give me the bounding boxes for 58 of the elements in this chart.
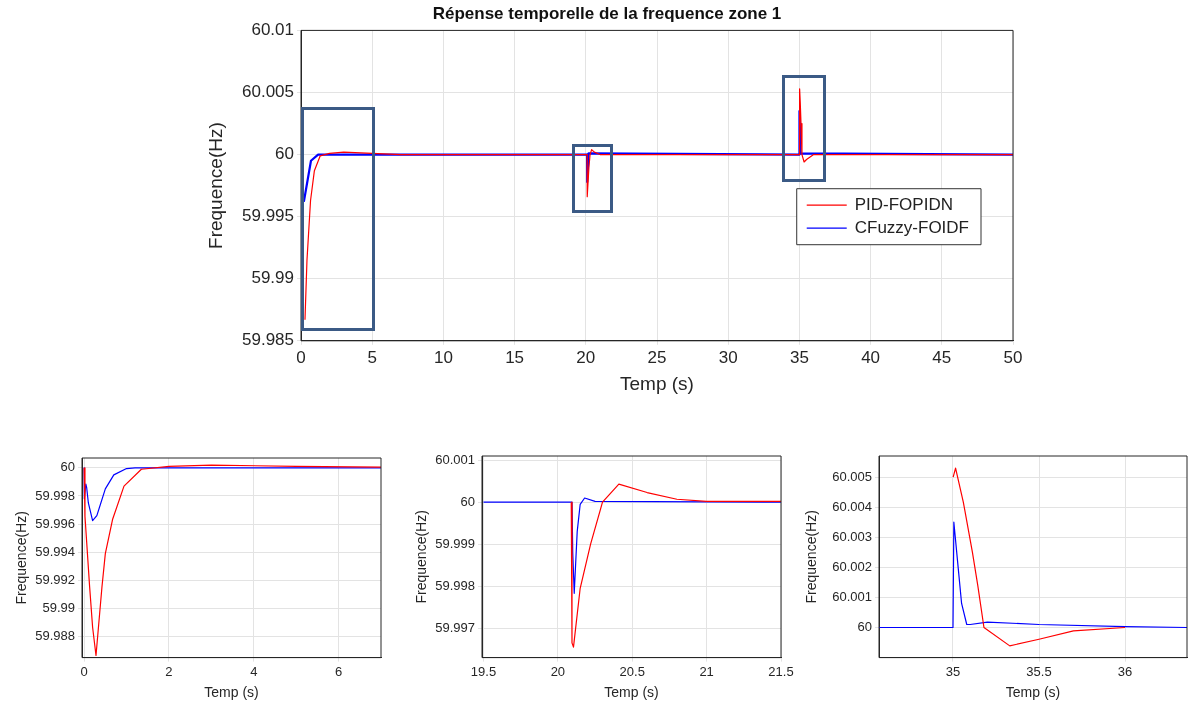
x-tick-label: 0 <box>296 347 306 367</box>
y-tick-label: 59.99 <box>251 268 294 288</box>
legend-label: CFuzzy-FOIDF <box>854 217 970 237</box>
y-tick-label: 60 <box>460 493 475 509</box>
y-tick-label: 60.001 <box>435 451 475 467</box>
y-tick-label: 59.998 <box>435 577 475 593</box>
x-tick-label: 4 <box>250 663 258 679</box>
y-tick-label: 60 <box>60 459 75 475</box>
y-tick-label: 60 <box>275 144 294 164</box>
x-tick-label: 20 <box>576 347 596 367</box>
y-tick-label: 59.997 <box>435 619 475 635</box>
x-tick-label: 19.5 <box>470 663 497 679</box>
y-tick-label: 59.996 <box>35 515 75 531</box>
y-tick-label: 60.003 <box>832 528 872 544</box>
y-axis-title: Frequence(Hz) <box>13 511 30 605</box>
y-tick-label: 59.994 <box>35 543 75 559</box>
y-tick-label: 59.988 <box>35 628 75 644</box>
x-tick-label: 21.5 <box>768 663 794 679</box>
x-tick-label: 35 <box>789 347 809 367</box>
x-tick-label: 40 <box>861 347 881 367</box>
x-axis-title: Temp (s) <box>1005 684 1061 701</box>
y-tick-label: 60.005 <box>832 468 872 484</box>
y-tick-label: 59.995 <box>242 206 294 226</box>
y-tick-label: 59.998 <box>35 487 75 503</box>
y-axis-title: Frequence(Hz) <box>204 122 226 249</box>
y-tick-label: 59.999 <box>435 535 475 551</box>
x-tick-label: 5 <box>367 347 377 367</box>
x-tick-label: 30 <box>718 347 738 367</box>
x-axis-title: Temp (s) <box>604 684 659 701</box>
y-tick-label: 60.001 <box>832 589 872 604</box>
x-tick-label: 35 <box>945 663 961 679</box>
x-tick-label: 20 <box>550 663 566 679</box>
x-axis-title: Temp (s) <box>620 372 694 394</box>
x-tick-label: 45 <box>932 347 952 367</box>
x-axis-title: Temp (s) <box>204 684 259 701</box>
x-tick-label: 6 <box>334 663 343 679</box>
x-tick-label: 15 <box>505 347 525 367</box>
y-tick-label: 60.01 <box>251 20 294 40</box>
chart-title: Répense temporelle de la frequence zone 1 <box>432 3 782 23</box>
x-tick-label: 2 <box>165 663 173 679</box>
y-axis-title: Frequence(Hz) <box>413 510 430 604</box>
x-tick-label: 21 <box>699 663 714 679</box>
y-tick-label: 60.005 <box>242 82 294 102</box>
x-tick-label: 50 <box>1003 347 1023 367</box>
y-axis-title: Frequence(Hz) <box>803 510 820 604</box>
x-tick-label: 25 <box>647 347 667 367</box>
x-tick-label: 35.5 <box>1026 663 1052 679</box>
legend-label: PID-FOPIDN <box>854 194 953 214</box>
y-tick-label: 60 <box>857 619 872 635</box>
y-tick-label: 60.002 <box>832 558 872 574</box>
y-tick-label: 59.992 <box>35 571 75 587</box>
x-tick-label: 20.5 <box>619 663 645 679</box>
y-tick-label: 59.985 <box>242 330 294 350</box>
x-tick-label: 10 <box>433 347 453 367</box>
x-tick-label: 36 <box>1117 663 1133 679</box>
x-tick-label: 0 <box>80 663 88 679</box>
y-tick-label: 60.004 <box>832 498 872 514</box>
y-tick-label: 59.99 <box>42 599 75 615</box>
